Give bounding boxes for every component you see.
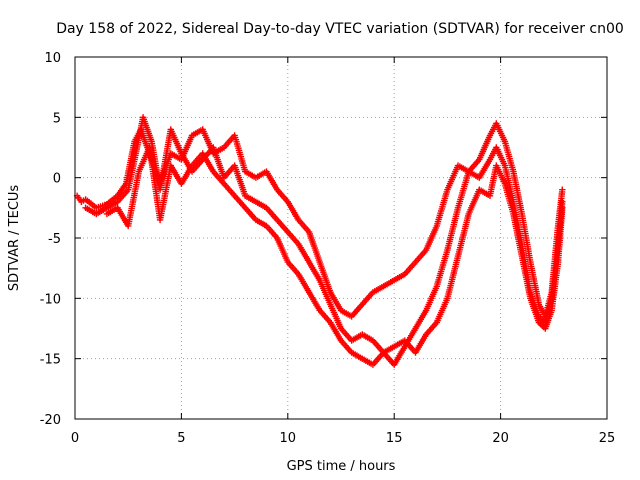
y-tick-label: -5 <box>48 232 61 247</box>
chart-title: Day 158 of 2022, Sidereal Day-to-day VTE… <box>56 21 624 37</box>
x-tick-label: 5 <box>177 431 185 446</box>
y-tick-label: 0 <box>53 172 61 187</box>
data-series <box>73 114 566 368</box>
data-point <box>559 204 566 211</box>
y-tick-label: -20 <box>40 413 61 428</box>
y-tick-label: 5 <box>53 111 61 126</box>
y-tick-label: -10 <box>40 292 61 307</box>
x-tick-label: 15 <box>386 431 403 446</box>
series-track-3 <box>103 144 566 368</box>
x-tick-label: 10 <box>280 431 297 446</box>
x-tick-label: 25 <box>599 431 616 446</box>
y-tick-label: 10 <box>44 51 61 66</box>
y-axis-label: SDTVAR / TECUs <box>7 185 22 292</box>
data-point <box>559 198 566 205</box>
data-point <box>559 186 566 193</box>
series-track-2 <box>82 114 566 368</box>
x-tick-label: 0 <box>71 431 79 446</box>
x-tick-label: 20 <box>492 431 509 446</box>
x-axis-label: GPS time / hours <box>287 459 396 474</box>
y-tick-label: -15 <box>40 353 61 368</box>
axis-ticks: 0 5 10 15 20 25 10 5 0 -5 -10 -15 -20 <box>40 51 616 446</box>
